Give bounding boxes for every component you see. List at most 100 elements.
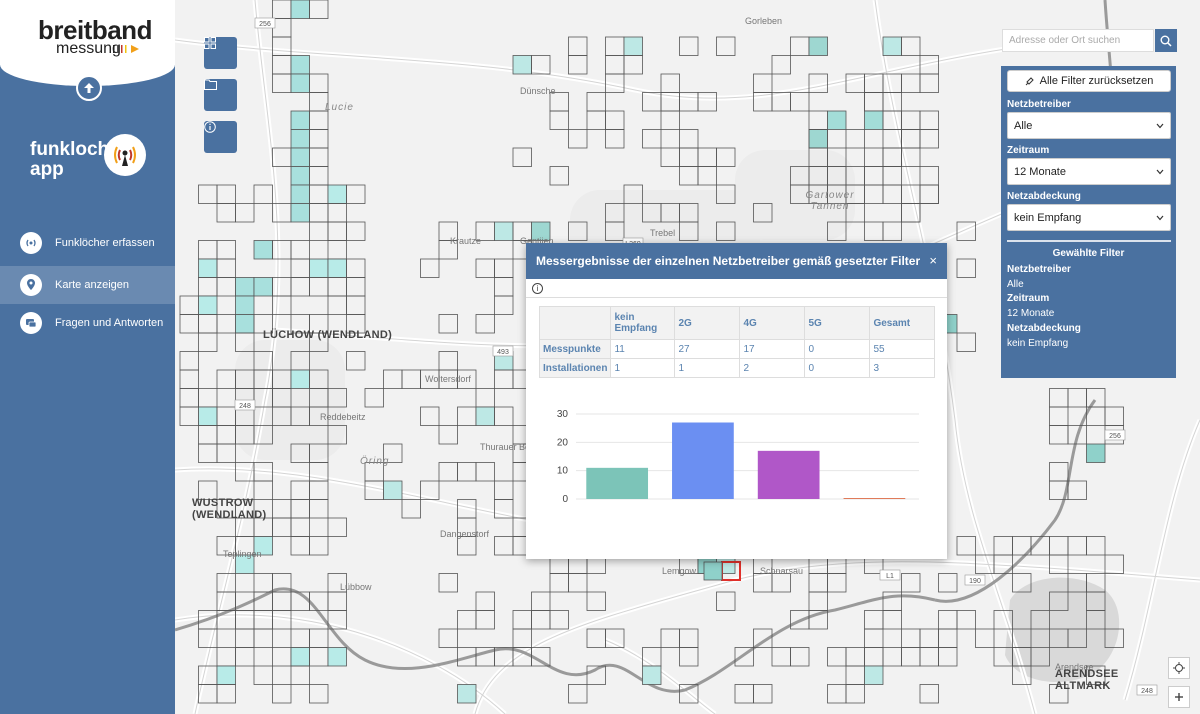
grid-cell[interactable]	[253, 573, 273, 593]
grid-cell[interactable]	[1086, 388, 1106, 408]
grid-cell[interactable]	[309, 684, 329, 704]
grid-cell[interactable]	[531, 221, 551, 241]
grid-cell[interactable]	[734, 684, 754, 704]
grid-cell[interactable]	[309, 73, 329, 93]
grid-cell[interactable]	[753, 684, 773, 704]
grid-cell[interactable]	[309, 166, 329, 186]
grid-cell[interactable]	[1049, 406, 1069, 426]
grid-cell[interactable]	[901, 203, 921, 223]
grid-cell[interactable]	[235, 332, 255, 352]
grid-cell[interactable]	[198, 628, 218, 648]
grid-cell[interactable]	[919, 647, 939, 667]
grid-cell[interactable]	[568, 36, 588, 56]
bar-4g[interactable]	[757, 450, 820, 499]
grid-cell[interactable]	[975, 628, 995, 648]
grid-cell[interactable]	[216, 314, 236, 334]
grid-cell[interactable]	[216, 443, 236, 463]
grid-cell[interactable]	[697, 147, 717, 167]
info-icon[interactable]: i	[532, 283, 543, 294]
grid-cell[interactable]	[290, 129, 310, 149]
grid-cell[interactable]	[438, 628, 458, 648]
grid-cell[interactable]	[1030, 647, 1050, 667]
grid-cell[interactable]	[901, 129, 921, 149]
grid-cell[interactable]	[716, 36, 736, 56]
grid-cell[interactable]	[882, 184, 902, 204]
grid-cell[interactable]	[494, 499, 514, 519]
grid-cell[interactable]	[1049, 554, 1069, 574]
grid-cell[interactable]	[808, 129, 828, 149]
period-select[interactable]: 12 Monate	[1007, 158, 1171, 185]
grid-cell[interactable]	[272, 591, 292, 611]
grid-cell[interactable]	[494, 369, 514, 389]
grid-cell[interactable]	[716, 221, 736, 241]
grid-cell[interactable]	[327, 258, 347, 278]
grid-cell[interactable]	[494, 258, 514, 278]
grid-cell[interactable]	[919, 184, 939, 204]
grid-cell[interactable]	[660, 628, 680, 648]
grid-cell[interactable]	[882, 36, 902, 56]
grid-cell[interactable]	[494, 221, 514, 241]
grid-cell[interactable]	[1012, 573, 1032, 593]
grid-cell[interactable]	[568, 573, 588, 593]
bar-kein-empfang[interactable]	[586, 467, 649, 499]
grid-cell[interactable]	[808, 110, 828, 130]
grid-cell[interactable]	[198, 240, 218, 260]
grid-cell[interactable]	[290, 166, 310, 186]
grid-cell[interactable]	[179, 369, 199, 389]
grid-cell[interactable]	[290, 110, 310, 130]
grid-cell[interactable]	[494, 536, 514, 556]
grid-cell[interactable]	[475, 591, 495, 611]
reset-filters-button[interactable]: Alle Filter zurücksetzen	[1007, 70, 1171, 92]
bar-2g[interactable]	[672, 422, 734, 500]
grid-cell[interactable]	[660, 73, 680, 93]
grid-cell[interactable]	[808, 36, 828, 56]
grid-cell[interactable]	[864, 665, 884, 685]
grid-cell[interactable]	[1104, 628, 1124, 648]
grid-cell[interactable]	[309, 129, 329, 149]
grid-cell[interactable]	[679, 628, 699, 648]
grid-cell[interactable]	[827, 684, 847, 704]
grid-cell[interactable]	[198, 332, 218, 352]
grid-cell[interactable]	[475, 462, 495, 482]
grid-cell[interactable]	[327, 295, 347, 315]
grid-cell[interactable]	[216, 665, 236, 685]
grid-cell[interactable]	[845, 684, 865, 704]
grid-cell[interactable]	[272, 517, 292, 537]
grid-cell[interactable]	[568, 684, 588, 704]
grid-cell[interactable]	[309, 203, 329, 223]
grid-cell[interactable]	[253, 240, 273, 260]
grid-cell[interactable]	[401, 499, 421, 519]
grid-cell[interactable]	[938, 610, 958, 630]
grid-cell[interactable]	[679, 166, 699, 186]
grid-cell[interactable]	[956, 610, 976, 630]
grid-cell[interactable]	[179, 314, 199, 334]
grid-cell[interactable]	[1067, 388, 1087, 408]
folder-button[interactable]	[204, 79, 237, 111]
grid-cell[interactable]	[864, 166, 884, 186]
grid-cell[interactable]	[457, 369, 477, 389]
grid-cell[interactable]	[290, 480, 310, 500]
grid-cell[interactable]	[346, 314, 366, 334]
grid-cell[interactable]	[420, 258, 440, 278]
grid-cell[interactable]	[956, 332, 976, 352]
grid-cell[interactable]	[327, 240, 347, 260]
collapse-logo-button[interactable]	[76, 75, 102, 101]
grid-cell[interactable]	[1049, 536, 1069, 556]
grid-cell[interactable]	[703, 561, 723, 581]
grid-cell[interactable]	[309, 628, 329, 648]
grid-cell[interactable]	[383, 443, 403, 463]
grid-cell[interactable]	[864, 647, 884, 667]
grid-cell[interactable]	[790, 647, 810, 667]
grid-cell[interactable]	[864, 92, 884, 112]
grid-cell[interactable]	[290, 203, 310, 223]
grid-cell[interactable]	[1086, 443, 1106, 463]
grid-cell[interactable]	[919, 628, 939, 648]
grid-cell[interactable]	[272, 55, 292, 75]
grid-cell[interactable]	[919, 129, 939, 149]
grid-cell[interactable]	[290, 647, 310, 667]
grid-cell[interactable]	[272, 610, 292, 630]
grid-cell[interactable]	[993, 610, 1013, 630]
grid-cell[interactable]	[549, 110, 569, 130]
coverage-select[interactable]: kein Empfang	[1007, 204, 1171, 231]
grid-cell[interactable]	[475, 314, 495, 334]
